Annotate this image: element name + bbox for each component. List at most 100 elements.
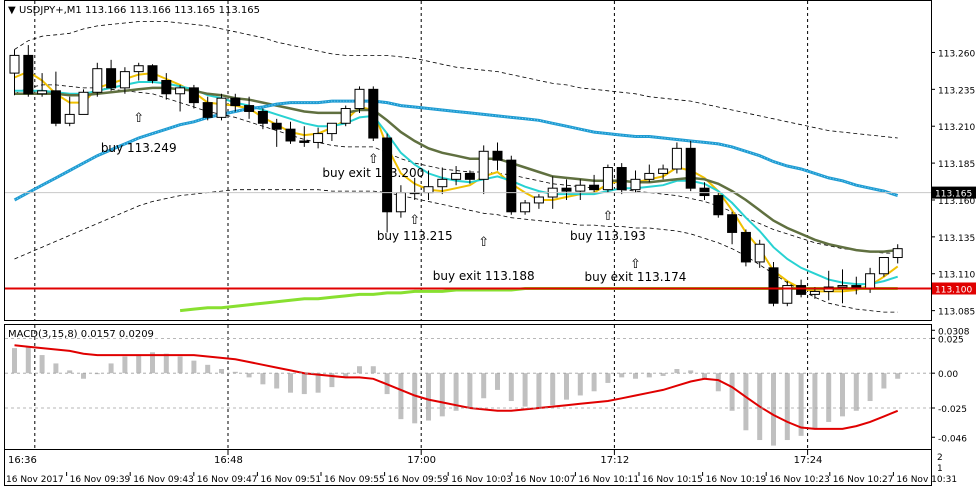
candle-bull (9, 54, 20, 74)
macd-bar (343, 373, 349, 378)
price-tick-label: 113.260 (938, 49, 975, 59)
collapse-triangle-icon[interactable]: ▼ (8, 5, 16, 16)
macd-bar (177, 356, 183, 374)
time-separators (34, 1, 809, 449)
macd-bar (577, 373, 583, 396)
candle-bull (326, 122, 337, 135)
macd-bar (246, 373, 252, 378)
candle-bull (630, 178, 641, 191)
candle-bull (64, 113, 75, 124)
time-minor-label: 16 Nov 09:39 (70, 475, 131, 485)
macd-bar (895, 373, 901, 379)
macd-tick-label: -0.046 (938, 434, 967, 444)
time-minor-label: 16 Nov 2017 (6, 475, 64, 485)
candle-bull (782, 285, 793, 304)
macd-bar (605, 373, 611, 383)
macd-bar (840, 373, 845, 417)
macd-bar (163, 353, 169, 374)
macd-bar (412, 373, 418, 424)
macd-bar (467, 373, 473, 408)
macd-bar (798, 373, 804, 436)
candle-bull (92, 68, 103, 93)
macd-bar (853, 373, 859, 411)
candle-bull (754, 243, 765, 263)
time-major-label: 17:24 (794, 455, 823, 466)
candle-bear (561, 187, 572, 192)
candle-bull (478, 150, 489, 180)
trade-signals: ⇧buy 113.249⇧buy exit 113.200⇧buy 113.21… (101, 111, 687, 284)
macd-bar (398, 373, 404, 420)
macd-bar (439, 373, 445, 417)
time-minor-label: 16 Nov 10:11 (578, 475, 639, 485)
candle-bear (796, 285, 807, 295)
candle-bear (299, 140, 310, 143)
blue-line-dots (14, 100, 898, 201)
macd-bar (867, 373, 873, 402)
macd-bar (53, 363, 59, 374)
candle-bull (451, 172, 462, 180)
price-tick-label: 113.185 (938, 160, 975, 170)
candle-bull (78, 91, 89, 115)
time-axis: 16:36 16:48 17:00 17:12 17:24 16 Nov 2017 16 N… (6, 449, 957, 485)
candle-bull (520, 202, 531, 213)
time-minor-label: 16 Nov 10:23 (769, 475, 830, 485)
candle-bear (230, 97, 241, 107)
macd-bar (260, 373, 266, 385)
macd-bar (812, 373, 818, 429)
time-minor-label: 16 Nov 10:19 (706, 475, 767, 485)
candle-bull (809, 290, 820, 295)
candle-bear (271, 122, 282, 130)
macd-bar (357, 366, 362, 374)
candle-bear (285, 128, 296, 142)
candle-bear (368, 88, 379, 139)
signal-label: buy exit 113.174 (585, 270, 687, 284)
candle-bear (589, 184, 600, 191)
macd-bar (660, 373, 666, 376)
price-tick-label: 113.135 (938, 234, 975, 244)
macd-bar (12, 348, 17, 374)
macd-bar (94, 373, 100, 375)
candle-bull (313, 133, 324, 143)
macd-bar (715, 373, 721, 392)
candle-bull (437, 178, 448, 188)
time-minor-label: 16 Nov 09:47 (197, 475, 258, 485)
macd-bar (495, 373, 500, 390)
candle-bull (837, 285, 848, 288)
price-tick-label: 113.210 (938, 123, 975, 133)
candle-bull (175, 87, 186, 95)
macd-bar (25, 346, 31, 374)
candle-bear (506, 159, 517, 213)
macd-bar (329, 373, 335, 388)
candle-bear (713, 195, 724, 216)
signal-label: buy 113.249 (101, 141, 177, 155)
candle-bull (395, 192, 406, 213)
macd-tick-label: 0.0308 (938, 327, 970, 337)
candle-bull (216, 97, 227, 118)
current-price-label: 113.165 (935, 190, 972, 200)
price-tick-label: 113.160 (938, 197, 975, 207)
macd-bar (301, 373, 307, 395)
candle-bull (658, 168, 669, 174)
macd-bar (550, 373, 556, 406)
macd-bar (39, 355, 45, 374)
candle-bull (878, 257, 889, 275)
signal-label: buy 113.193 (570, 229, 646, 243)
candle-bear (492, 150, 503, 161)
candle-bear (106, 68, 117, 89)
price-tick-label: 113.085 (938, 308, 975, 318)
candle-bear (244, 105, 255, 112)
candle-bull (133, 65, 144, 73)
candle-bear (50, 90, 61, 124)
macd-bar (370, 366, 376, 374)
price-tick-label: 113.235 (938, 86, 975, 96)
macd-bar (508, 373, 514, 402)
panel-index-label: 2 (937, 453, 943, 463)
macd-bar (122, 356, 128, 374)
signal-arrow-icon: ⇧ (368, 152, 379, 167)
macd-tick-label: -0.025 (938, 405, 967, 415)
time-minor-label: 16 Nov 10:31 (896, 475, 957, 485)
ohlc-values: 113.166 113.166 113.165 113.165 (85, 5, 260, 16)
